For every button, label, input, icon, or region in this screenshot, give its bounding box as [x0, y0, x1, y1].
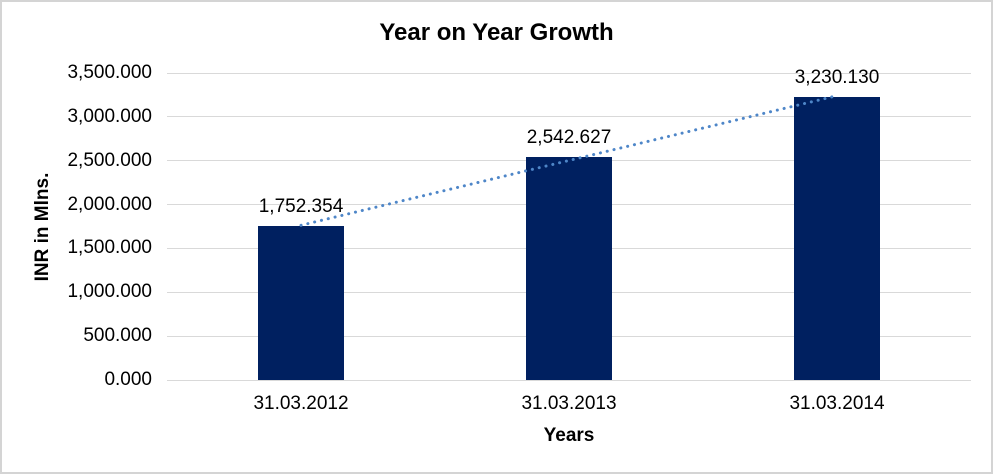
y-axis-title: INR in Mlns.: [32, 172, 53, 282]
y-tick-label: 2,500.000: [67, 149, 152, 171]
x-tick-label: 31.03.2013: [521, 393, 617, 414]
chart-title: Year on Year Growth: [379, 19, 614, 46]
x-tick-label: 31.03.2014: [789, 393, 885, 414]
data-label: 2,542.627: [526, 126, 612, 148]
x-axis-title: Years: [543, 425, 595, 446]
y-tick-label: 500.000: [83, 325, 152, 347]
x-tick-label: 31.03.2012: [253, 393, 349, 414]
y-tick-label: 0.000: [104, 369, 152, 390]
bar: [526, 156, 612, 380]
gridline: [167, 72, 971, 74]
y-tick-label: 1,500.000: [67, 237, 152, 259]
gridline: [167, 379, 971, 381]
bar: [258, 226, 344, 380]
y-tick-label: 3,000.000: [67, 105, 152, 127]
y-tick-label: 1,000.000: [67, 281, 152, 303]
bar: [794, 96, 880, 380]
data-label: 1,752.354: [258, 196, 344, 218]
data-label: 3,230.130: [794, 66, 880, 88]
y-tick-label: 2,000.000: [67, 193, 152, 215]
y-tick-label: 3,500.000: [67, 62, 152, 83]
